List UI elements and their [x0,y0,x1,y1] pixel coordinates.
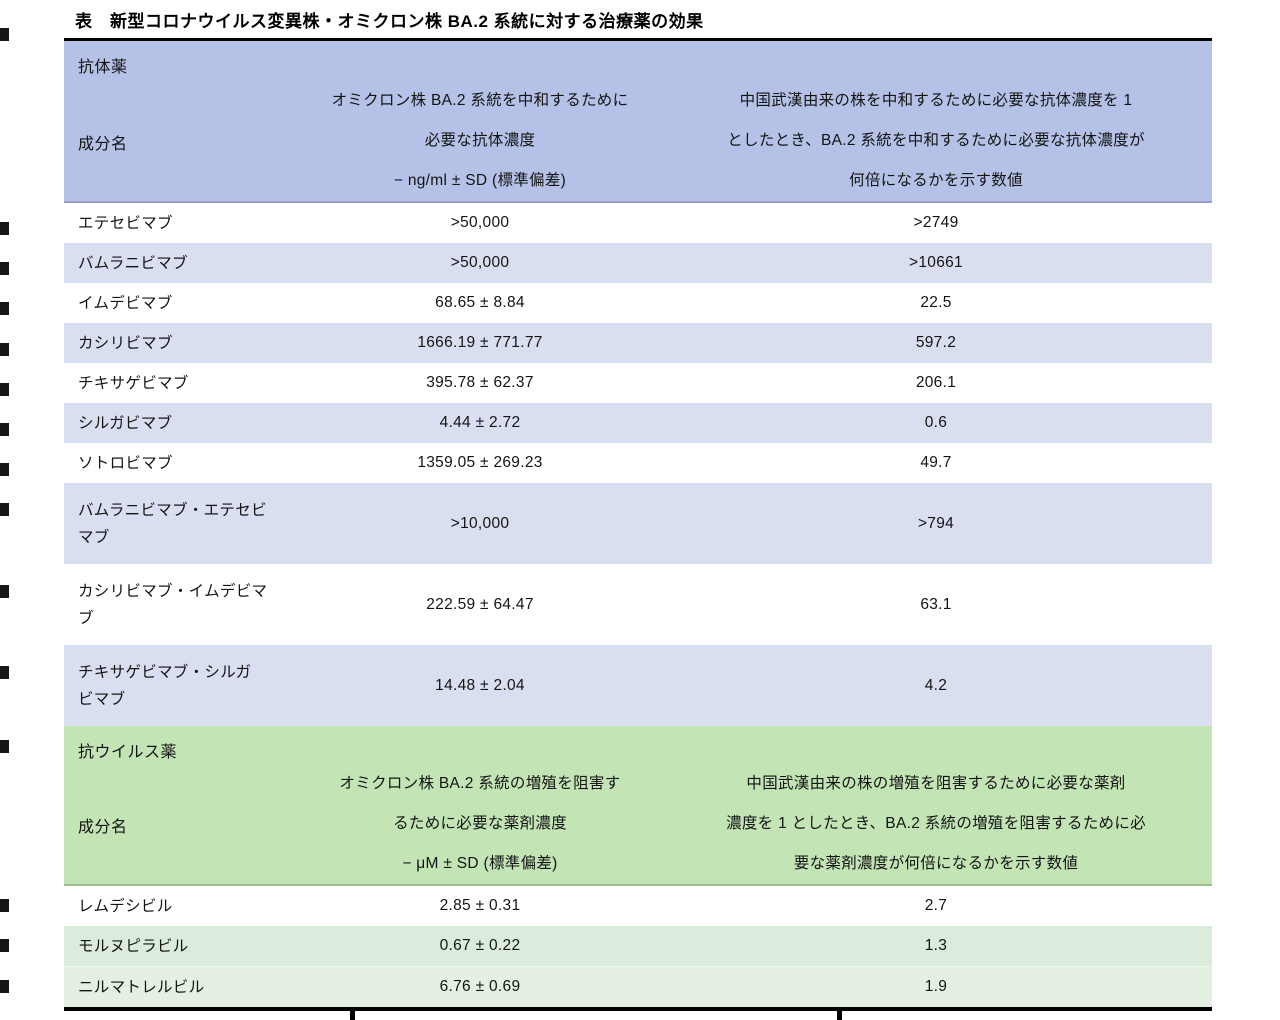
scan-artifact-mark [0,980,9,993]
col3-header-line: 要な薬剤濃度が何倍になるかを示す数値 [793,855,1079,872]
fold-change-cell: >2749 [913,214,959,231]
antibody-section-header: 抗体薬 成分名 オミクロン株 BA.2 系統を中和するために 必要な抗体濃度 −… [64,41,1212,203]
drug-name-cell: ソトロビマブ [78,454,173,472]
scan-artifact-mark [0,423,9,436]
scan-artifact-mark [0,262,9,275]
scan-artifact-mark [0,28,9,41]
concentration-cell: 68.65 ± 8.84 [435,294,525,311]
table-row: モルヌピラビル 0.67 ± 0.22 1.3 [64,926,1212,966]
drug-name-cell: シルガビマブ [78,414,173,432]
concentration-cell: 395.78 ± 62.37 [426,374,534,391]
concentration-cell: >10,000 [450,514,510,532]
table-row: カシリビマブ 1666.19 ± 771.77 597.2 [64,323,1212,363]
column-tick-mark [350,1011,355,1020]
scan-artifact-mark [0,503,9,516]
concentration-cell: >50,000 [450,254,510,271]
column-tick-mark [837,1011,842,1020]
col3-header-line: 中国武漢由来の株の増殖を阻害するために必要な薬剤 [746,775,1126,792]
antibody-col2-header: オミクロン株 BA.2 系統を中和するために 必要な抗体濃度 − ng/ml ±… [300,41,660,201]
concentration-cell: 6.76 ± 0.69 [439,978,521,995]
drug-name-cell: バムラニビマブ [78,254,188,272]
scan-artifact-mark [0,939,9,952]
scan-artifact-mark [0,899,9,912]
fold-change-cell: 22.5 [920,294,952,311]
antiviral-col2-header: オミクロン株 BA.2 系統の増殖を阻害す るために必要な薬剤濃度 − μM ±… [300,726,660,884]
fold-change-cell: 206.1 [915,374,957,391]
drug-name-cell: チキサゲビマブ [78,374,189,392]
fold-change-cell: 2.7 [924,897,948,914]
fold-change-cell: 0.6 [924,414,948,431]
scan-artifact-mark [0,343,9,356]
fold-change-cell: 49.7 [920,454,952,471]
fold-change-cell: 63.1 [920,595,952,613]
scan-artifact-mark [0,302,9,315]
antiviral-class-label: 抗ウイルス薬 [78,744,178,761]
fold-change-cell: >10661 [909,254,963,271]
top-rule [64,38,1212,41]
concentration-cell: 1359.05 ± 269.23 [417,454,543,471]
col2-header-line: − ng/ml ± SD (標準偏差) [393,172,567,189]
drug-name-cell: モルヌピラビル [78,937,189,955]
table-row: レムデシビル 2.85 ± 0.31 2.7 [64,886,1212,926]
drug-name-cell: レムデシビル [78,897,173,915]
fold-change-cell: 1.9 [924,978,948,995]
drug-name-cell: バムラニビマブ・エテセビ マブ [78,501,267,546]
concentration-cell: 1666.19 ± 771.77 [417,334,543,351]
concentration-cell: 222.59 ± 64.47 [426,595,534,613]
concentration-cell: 14.48 ± 2.04 [435,676,525,694]
table-row: シルガビマブ 4.44 ± 2.72 0.6 [64,403,1212,443]
col3-header-line: 何倍になるかを示す数値 [849,172,1023,189]
fold-change-cell: >794 [917,514,955,532]
concentration-cell: 2.85 ± 0.31 [439,897,521,914]
treatment-effect-table: 表 新型コロナウイルス変異株・オミクロン株 BA.2 系統に対する治療薬の効果 … [64,8,1212,1020]
scan-artifact-mark [0,740,9,753]
table-row: バムラニビマブ・エテセビ マブ >10,000 >794 [64,483,1212,564]
table-row: ソトロビマブ 1359.05 ± 269.23 49.7 [64,443,1212,483]
antibody-col3-header: 中国武漢由来の株を中和するために必要な抗体濃度を 1 としたとき、BA.2 系統… [660,41,1212,201]
scan-artifact-mark [0,222,9,235]
concentration-cell: 0.67 ± 0.22 [439,937,521,954]
table-row: イムデビマブ 68.65 ± 8.84 22.5 [64,283,1212,323]
col2-header-line: − μM ± SD (標準偏差) [402,855,558,872]
drug-name-cell: エテセビマブ [78,214,173,232]
col2-header-line: 必要な抗体濃度 [424,132,536,149]
table-row: チキサゲビマブ 395.78 ± 62.37 206.1 [64,363,1212,403]
col3-header-line: としたとき、BA.2 系統を中和するために必要な抗体濃度が [727,132,1145,149]
scan-artifact-mark [0,463,9,476]
table-row: チキサゲビマブ・シルガ ビマブ 14.48 ± 2.04 4.2 [64,645,1212,726]
table-row: ニルマトレルビル 6.76 ± 0.69 1.9 [64,966,1212,1007]
col2-header-line: るために必要な薬剤濃度 [393,815,567,832]
scan-artifact-mark [0,585,9,598]
table-row: エテセビマブ >50,000 >2749 [64,203,1212,243]
fold-change-cell: 4.2 [924,676,948,694]
antiviral-col3-header: 中国武漢由来の株の増殖を阻害するために必要な薬剤 濃度を 1 としたとき、BA.… [660,726,1212,884]
col3-header-line: 濃度を 1 としたとき、BA.2 系統の増殖を阻害するために必 [726,815,1146,832]
drug-name-cell: イムデビマブ [78,294,173,312]
antibody-class-label: 抗体薬 [78,59,128,76]
col3-header-line: 中国武漢由来の株を中和するために必要な抗体濃度を 1 [739,92,1133,109]
antiviral-section-header: 抗ウイルス薬 成分名 オミクロン株 BA.2 系統の増殖を阻害す るために必要な… [64,726,1212,886]
scan-artifact-mark [0,666,9,679]
antibody-component-label: 成分名 [78,136,128,153]
fold-change-cell: 1.3 [924,937,948,954]
drug-name-cell: チキサゲビマブ・シルガ ビマブ [78,663,252,708]
drug-name-cell: ニルマトレルビル [78,978,205,996]
scan-artifact-mark [0,383,9,396]
page-title: 表 新型コロナウイルス変異株・オミクロン株 BA.2 系統に対する治療薬の効果 [75,12,704,31]
col2-header-line: オミクロン株 BA.2 系統を中和するために [331,92,629,109]
fold-change-cell: 597.2 [915,334,957,351]
drug-name-cell: カシリビマブ [78,334,173,352]
antiviral-component-label: 成分名 [78,819,128,836]
table-row: カシリビマブ・イムデビマ ブ 222.59 ± 64.47 63.1 [64,564,1212,645]
table-row: バムラニビマブ >50,000 >10661 [64,243,1212,283]
col2-header-line: オミクロン株 BA.2 系統の増殖を阻害す [339,775,621,792]
bottom-rule [64,1007,1212,1020]
concentration-cell: >50,000 [450,214,510,231]
concentration-cell: 4.44 ± 2.72 [439,414,521,431]
drug-name-cell: カシリビマブ・イムデビマ ブ [78,582,268,627]
